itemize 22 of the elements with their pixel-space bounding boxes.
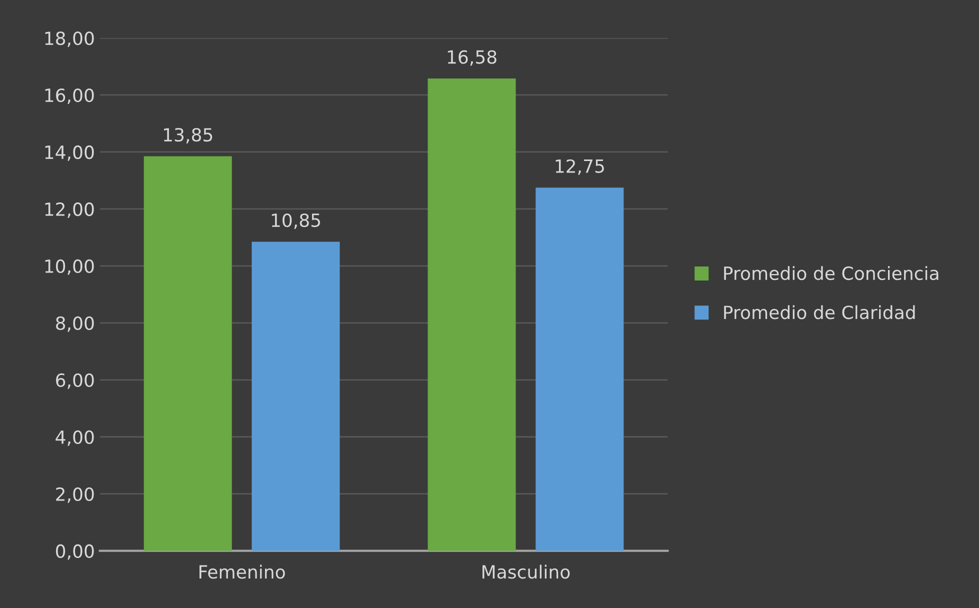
y-tick-label: 2,00 [56,487,94,503]
y-tick-label: 6,00 [56,373,94,389]
legend-label: Promedio de Conciencia [724,266,938,280]
y-tick-label: 8,00 [56,316,94,332]
y-tick-label: 18,00 [45,31,94,47]
x-tick-label: Masculino [482,564,570,579]
bar [536,188,624,551]
y-tick-label: 16,00 [45,88,94,104]
x-tick-label: Femenino [200,564,285,579]
y-tick-label: 4,00 [56,430,94,446]
bar [428,78,516,551]
data-label: 10,85 [272,213,320,229]
data-label: 12,75 [556,159,604,175]
bar [144,156,232,551]
bar [252,242,340,551]
data-label: 16,58 [448,50,496,66]
y-tick-label: 0,00 [56,544,94,560]
legend-label: Promedio de Claridad [724,305,915,320]
y-tick-label: 12,00 [45,202,94,218]
y-tick-label: 14,00 [45,145,94,161]
y-tick-label: 10,00 [45,259,94,275]
data-label: 13,85 [164,128,212,144]
